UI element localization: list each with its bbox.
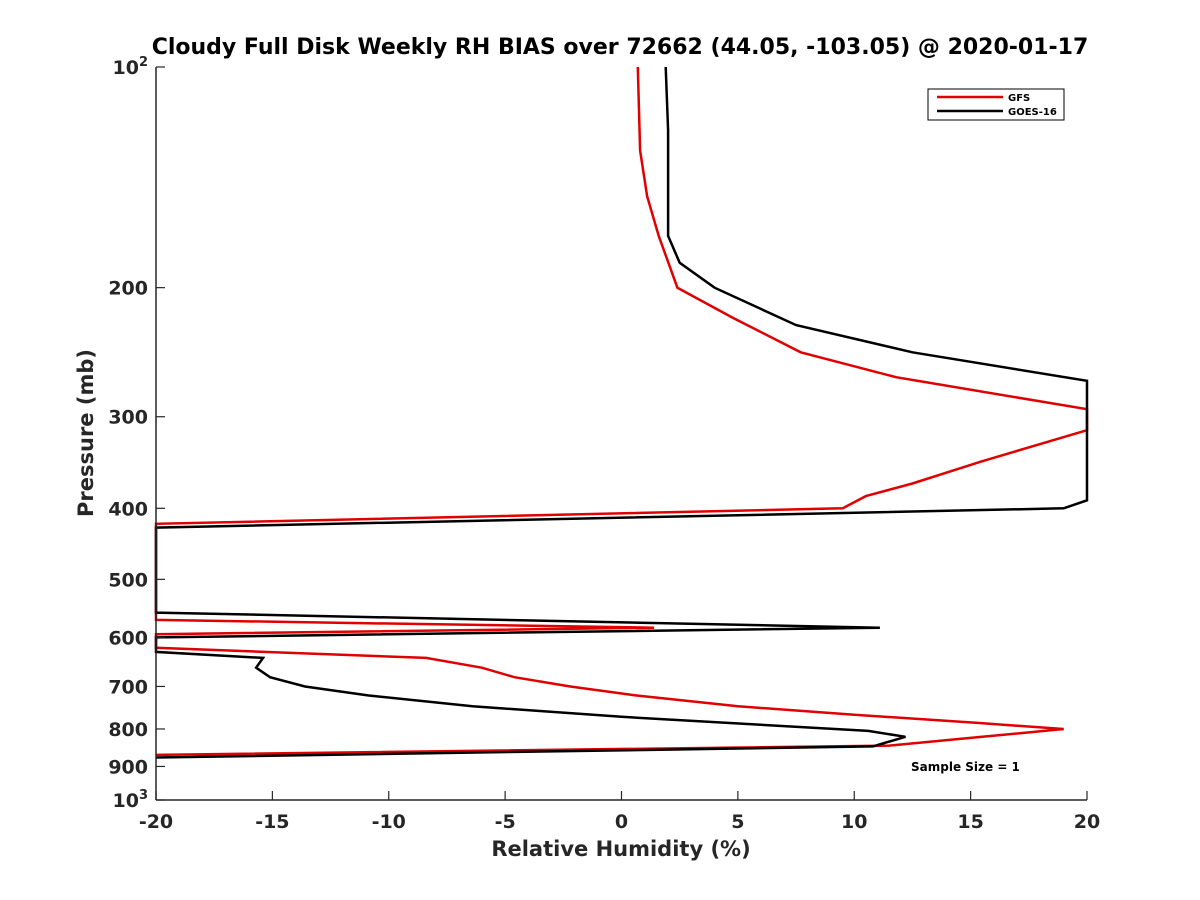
y-axis-label: Pressure (mb) [74,349,98,517]
y-tick-label: 400 [108,498,148,520]
legend-label: GOES-16 [1008,107,1057,118]
plot-lines [154,66,1089,759]
y-tick-label: 102 [113,55,149,79]
x-tick-label: -20 [139,811,173,833]
legend-label: GFS [1008,93,1030,104]
x-tick-label: 0 [615,811,628,833]
x-tick-label: -10 [372,811,406,833]
y-tick-label: 800 [108,719,148,741]
y-ticks: 102 200 300 400 500 600 700 800 900 103 [108,55,165,812]
y-tick-label: 700 [108,676,148,698]
x-tick-label: 5 [731,811,744,833]
x-ticks: -20 -15 -10 -5 0 5 10 15 20 [139,791,1100,833]
sample-size-annotation: Sample Size = 1 [911,760,1020,774]
x-tick-label: -15 [255,811,289,833]
legend: GFS GOES-16 [927,88,1065,121]
x-tick-label: 20 [1074,811,1100,833]
x-tick-label: 15 [957,811,983,833]
x-tick-label: 10 [841,811,867,833]
x-tick-label: -5 [495,811,516,833]
series-line-goes-16 [154,66,1089,759]
y-tick-label: 103 [113,788,149,812]
legend-box [927,88,1065,121]
y-tick-label: 500 [108,569,148,591]
series-line-gfs [154,66,1089,757]
y-tick-label: 900 [108,756,148,778]
chart-title: Cloudy Full Disk Weekly RH BIAS over 726… [152,35,1089,60]
y-tick-label: 200 [108,278,148,300]
y-tick-label: 300 [108,407,148,429]
y-tick-label: 600 [108,627,148,649]
x-axis-label: Relative Humidity (%) [491,837,750,861]
